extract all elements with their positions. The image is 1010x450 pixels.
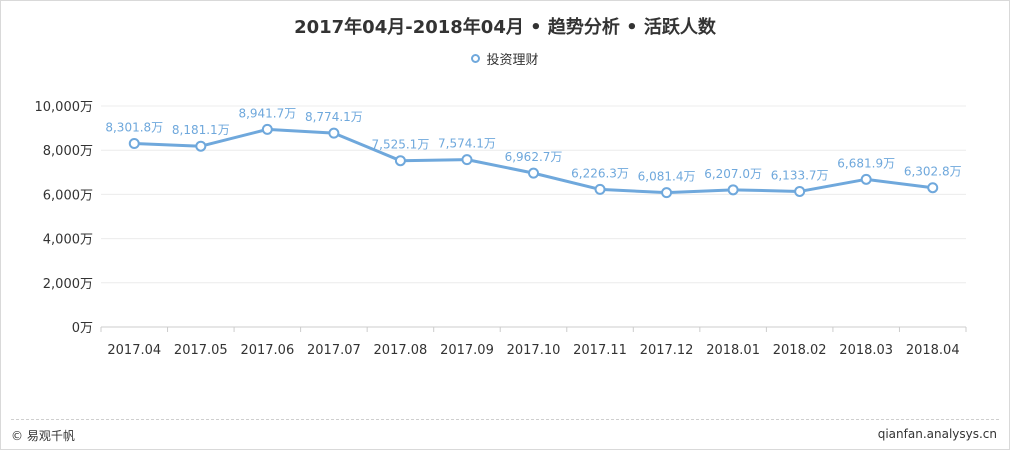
x-tick-label: 2017.08 — [374, 343, 428, 358]
x-tick-label: 2017.07 — [307, 343, 361, 358]
data-label: 8,181.1万 — [172, 123, 230, 137]
y-tick-label: 0万 — [72, 321, 93, 336]
data-label: 7,574.1万 — [438, 137, 496, 151]
data-point — [261, 123, 273, 135]
y-tick-label: 4,000万 — [43, 233, 93, 248]
data-label: 6,302.8万 — [904, 165, 962, 179]
data-label: 8,301.8万 — [105, 121, 163, 135]
x-tick-label: 2018.01 — [706, 343, 760, 358]
footer-divider — [11, 419, 999, 420]
data-point — [128, 138, 140, 150]
data-point — [727, 184, 739, 196]
data-point — [394, 155, 406, 167]
data-label: 6,226.3万 — [571, 166, 629, 180]
data-label: 6,133.7万 — [771, 168, 829, 182]
x-tick-label: 2017.12 — [640, 343, 694, 358]
chart-title: 2017年04月-2018年04月 • 趋势分析 • 活跃人数 — [294, 17, 716, 38]
x-tick-label: 2018.04 — [906, 343, 960, 358]
x-tick-label: 2017.04 — [107, 343, 161, 358]
y-tick-label: 10,000万 — [35, 100, 94, 115]
y-tick-label: 6,000万 — [43, 188, 93, 203]
x-tick-label: 2018.03 — [839, 343, 893, 358]
x-tick-label: 2017.09 — [440, 343, 494, 358]
data-point — [461, 154, 473, 166]
y-tick-label: 8,000万 — [43, 144, 93, 159]
data-label: 6,962.7万 — [505, 150, 563, 164]
data-label: 6,681.9万 — [837, 156, 895, 170]
x-tick-label: 2017.05 — [174, 343, 228, 358]
data-point — [528, 167, 539, 179]
data-point — [927, 182, 939, 194]
data-label: 6,081.4万 — [638, 170, 696, 184]
data-point — [594, 183, 606, 195]
legend-marker-icon — [471, 54, 481, 63]
x-tick-label: 2017.11 — [573, 343, 627, 358]
x-tick-label: 2018.02 — [773, 343, 827, 358]
data-label: 6,207.0万 — [704, 167, 762, 181]
x-tick-label: 2017.10 — [507, 343, 561, 358]
data-point — [661, 187, 673, 199]
data-label: 8,941.7万 — [238, 106, 296, 120]
footer-url[interactable]: qianfan.analysys.cn — [877, 427, 997, 441]
data-point — [860, 173, 872, 185]
legend-label: 投资理财 — [486, 53, 539, 68]
footer-copyright: © 易观千帆 — [11, 429, 75, 443]
data-point — [794, 185, 806, 197]
data-label: 8,774.1万 — [305, 110, 363, 124]
data-label: 7,525.1万 — [372, 138, 430, 152]
x-tick-label: 2017.06 — [240, 343, 294, 358]
line-chart: 0万 2,000万 4,000万 6,000万 8,000万 10,000万 2017.04… — [35, 100, 967, 358]
chart-legend[interactable]: 投资理财 — [1, 49, 1009, 68]
data-point — [328, 127, 340, 139]
data-point — [195, 140, 207, 152]
y-tick-label: 2,000万 — [43, 277, 93, 292]
